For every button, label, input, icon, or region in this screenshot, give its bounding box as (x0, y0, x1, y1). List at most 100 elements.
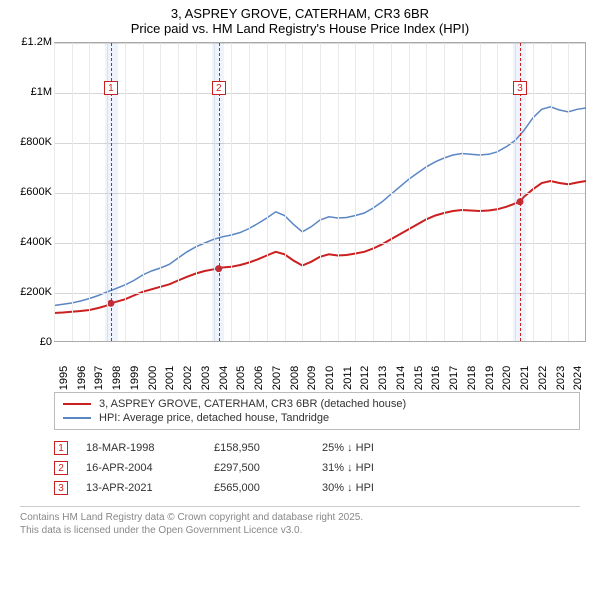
x-tick-label: 2001 (164, 366, 176, 390)
chart-wrap: £0£200K£400K£600K£800K£1M£1.2M 123 19951… (10, 42, 590, 386)
x-tick-label: 2015 (413, 366, 425, 390)
x-tick-label: 2005 (235, 366, 247, 390)
y-tick-label: £800K (20, 136, 52, 148)
gridline-vertical (125, 43, 126, 341)
legend-label: HPI: Average price, detached house, Tand… (99, 412, 329, 424)
legend-label: 3, ASPREY GROVE, CATERHAM, CR3 6BR (deta… (99, 398, 406, 410)
transaction-marker: 2 (54, 461, 68, 475)
gridline-vertical (267, 43, 268, 341)
x-tick-label: 1996 (76, 366, 88, 390)
x-tick-label: 2023 (555, 366, 567, 390)
y-tick-label: £200K (20, 286, 52, 298)
y-tick-label: £1.2M (21, 36, 52, 48)
transaction-row: 1 18-MAR-1998 £158,950 25% ↓ HPI (54, 438, 580, 458)
transaction-date: 13-APR-2021 (86, 482, 196, 494)
y-tick-label: £1M (31, 86, 52, 98)
x-tick-label: 2021 (519, 366, 531, 390)
x-tick-label: 1999 (129, 366, 141, 390)
x-tick-label: 2002 (182, 366, 194, 390)
chart-container: 3, ASPREY GROVE, CATERHAM, CR3 6BR Price… (0, 0, 600, 590)
transaction-marker: 1 (54, 441, 68, 455)
x-tick-label: 2024 (572, 366, 584, 390)
footer: Contains HM Land Registry data © Crown c… (20, 506, 580, 537)
gridline-vertical (285, 43, 286, 341)
gridline-vertical (196, 43, 197, 341)
transaction-date: 16-APR-2004 (86, 462, 196, 474)
gridline-vertical (426, 43, 427, 341)
transaction-diff: 30% ↓ HPI (322, 482, 412, 494)
x-tick-label: 2010 (324, 366, 336, 390)
x-tick-label: 2008 (289, 366, 301, 390)
marker-box: 2 (212, 81, 226, 95)
gridline-vertical (89, 43, 90, 341)
transaction-row: 2 16-APR-2004 £297,500 31% ↓ HPI (54, 458, 580, 478)
legend: 3, ASPREY GROVE, CATERHAM, CR3 6BR (deta… (54, 392, 580, 430)
x-tick-label: 2009 (306, 366, 318, 390)
x-axis: 1995199619971998199920002001200220032004… (54, 342, 586, 386)
gridline-vertical (302, 43, 303, 341)
gridline-vertical (160, 43, 161, 341)
x-tick-label: 2007 (271, 366, 283, 390)
x-tick-label: 2011 (342, 366, 354, 390)
x-tick-label: 2013 (377, 366, 389, 390)
gridline-vertical (551, 43, 552, 341)
gridline-vertical (409, 43, 410, 341)
gridline-vertical (533, 43, 534, 341)
footer-line2: This data is licensed under the Open Gov… (20, 524, 580, 537)
footer-line1: Contains HM Land Registry data © Crown c… (20, 511, 580, 524)
transaction-row: 3 13-APR-2021 £565,000 30% ↓ HPI (54, 478, 580, 498)
x-tick-label: 2016 (430, 366, 442, 390)
chart-area: £0£200K£400K£600K£800K£1M£1.2M 123 19951… (10, 42, 586, 342)
legend-item: 3, ASPREY GROVE, CATERHAM, CR3 6BR (deta… (63, 397, 571, 411)
x-tick-label: 2022 (537, 366, 549, 390)
y-axis: £0£200K£400K£600K£800K£1M£1.2M (10, 42, 54, 342)
x-tick-label: 1997 (93, 366, 105, 390)
gridline-vertical (143, 43, 144, 341)
transaction-diff: 31% ↓ HPI (322, 462, 412, 474)
gridline-vertical (249, 43, 250, 341)
y-tick-label: £0 (40, 336, 52, 348)
x-tick-label: 2003 (200, 366, 212, 390)
transaction-price: £158,950 (214, 442, 304, 454)
gridline-vertical (72, 43, 73, 341)
marker-box: 3 (513, 81, 527, 95)
legend-item: HPI: Average price, detached house, Tand… (63, 411, 571, 425)
marker-box: 1 (104, 81, 118, 95)
x-tick-label: 2004 (218, 366, 230, 390)
x-tick-label: 2006 (253, 366, 265, 390)
x-tick-label: 2019 (484, 366, 496, 390)
transaction-marker: 3 (54, 481, 68, 495)
transactions-table: 1 18-MAR-1998 £158,950 25% ↓ HPI 2 16-APR-200… (54, 438, 580, 498)
x-tick-label: 2014 (395, 366, 407, 390)
legend-swatch (63, 417, 91, 419)
gridline-vertical (338, 43, 339, 341)
title-block: 3, ASPREY GROVE, CATERHAM, CR3 6BR Price… (0, 0, 600, 38)
legend-swatch (63, 403, 91, 405)
y-tick-label: £600K (20, 186, 52, 198)
gridline-vertical (54, 43, 55, 341)
gridline-vertical (568, 43, 569, 341)
transaction-price: £297,500 (214, 462, 304, 474)
x-tick-label: 1995 (58, 366, 70, 390)
transaction-price: £565,000 (214, 482, 304, 494)
gridline-vertical (231, 43, 232, 341)
gridline-vertical (391, 43, 392, 341)
x-tick-label: 2020 (501, 366, 513, 390)
x-tick-label: 2017 (448, 366, 460, 390)
gridline-vertical (373, 43, 374, 341)
transaction-date: 18-MAR-1998 (86, 442, 196, 454)
x-tick-label: 2000 (147, 366, 159, 390)
x-tick-label: 2012 (359, 366, 371, 390)
title-address: 3, ASPREY GROVE, CATERHAM, CR3 6BR (10, 6, 590, 21)
gridline-vertical (444, 43, 445, 341)
title-subtitle: Price paid vs. HM Land Registry's House … (10, 21, 590, 36)
transaction-diff: 25% ↓ HPI (322, 442, 412, 454)
gridline-vertical (497, 43, 498, 341)
gridline-vertical (178, 43, 179, 341)
x-tick-label: 1998 (111, 366, 123, 390)
y-tick-label: £400K (20, 236, 52, 248)
gridline-vertical (320, 43, 321, 341)
gridline-vertical (480, 43, 481, 341)
gridline-vertical (355, 43, 356, 341)
gridline-vertical (462, 43, 463, 341)
